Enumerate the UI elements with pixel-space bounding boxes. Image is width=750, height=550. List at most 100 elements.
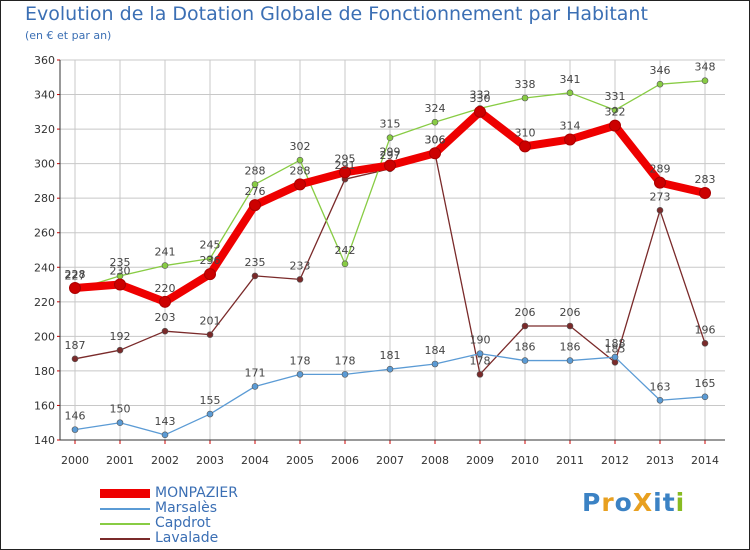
data-label: 190 (470, 334, 491, 347)
x-tick-label: 2009 (466, 454, 494, 467)
data-label: 227 (65, 270, 86, 283)
data-point (339, 166, 351, 179)
data-label: 163 (650, 380, 671, 393)
data-point (429, 147, 441, 160)
y-tick-label: 340 (34, 89, 55, 102)
data-point (159, 295, 171, 308)
data-point (249, 199, 261, 212)
legend-swatch-monpazier (100, 489, 150, 498)
x-tick-label: 2006 (331, 454, 359, 467)
data-label: 332 (470, 88, 491, 101)
data-point (386, 134, 394, 142)
data-label: 276 (245, 185, 266, 198)
data-label: 283 (695, 173, 716, 186)
data-point (476, 350, 484, 357)
y-tick-label: 160 (34, 399, 55, 412)
data-label: 236 (200, 254, 221, 267)
data-label: 245 (200, 239, 221, 252)
data-label: 306 (425, 133, 446, 146)
x-tick-label: 2014 (691, 454, 719, 467)
data-point (521, 322, 529, 330)
legend-label-lavalade: Lavalade (155, 530, 219, 546)
data-point (71, 355, 79, 363)
data-point (114, 278, 126, 291)
data-label: 206 (515, 306, 536, 319)
y-tick-label: 220 (34, 296, 55, 309)
y-tick-label: 180 (34, 365, 55, 378)
logo-letter: o (614, 488, 633, 517)
logo-letter: r (601, 488, 615, 517)
data-label: 295 (335, 152, 356, 165)
data-labels: 187 192 203 201 235 233 291 297 306 178 206 206 185 2… (65, 61, 716, 428)
x-tick-label: 2010 (511, 454, 539, 467)
y-tick-label: 300 (34, 158, 55, 171)
data-point (519, 140, 531, 153)
y-tick-label: 360 (34, 54, 55, 67)
data-point (654, 176, 666, 189)
data-point (699, 187, 711, 199)
data-label: 228 (65, 268, 86, 281)
data-label: 196 (695, 323, 716, 336)
y-tick-label: 140 (34, 434, 55, 447)
data-point (341, 371, 349, 378)
data-label: 233 (290, 259, 311, 272)
data-label: 315 (380, 118, 401, 131)
data-label: 330 (470, 92, 491, 105)
data-point (296, 156, 304, 164)
data-label: 242 (335, 244, 356, 257)
data-point (206, 255, 214, 262)
proxiti-logo: ProXiti (582, 488, 685, 517)
logo-letter: P (582, 488, 602, 517)
series-lines (69, 77, 711, 439)
data-label: 186 (560, 341, 581, 354)
data-label: 230 (110, 265, 131, 278)
data-point (521, 94, 529, 102)
x-tick-label: 2011 (556, 454, 584, 467)
data-point (521, 357, 529, 364)
data-point (296, 371, 304, 378)
x-tick-label: 2013 (646, 454, 674, 467)
data-point (566, 89, 574, 97)
data-label: 324 (425, 102, 446, 115)
data-point (341, 260, 349, 268)
data-point (611, 106, 619, 114)
y-tick-label: 320 (34, 123, 55, 136)
y-tick-label: 240 (34, 261, 55, 274)
legend-swatch-lavalade (100, 538, 150, 540)
chart-subtitle: (en € et par an) (25, 29, 112, 42)
x-tick-label: 2007 (376, 454, 404, 467)
x-tick-label: 2000 (61, 454, 89, 467)
data-label: 165 (695, 377, 716, 390)
data-label: 188 (605, 337, 626, 350)
x-tick-label: 2012 (601, 454, 629, 467)
x-tick-label: 2004 (241, 454, 269, 467)
data-label: 150 (110, 403, 131, 416)
axes: 140 160 180 200 220 240 260 280 300 320 340 360 2000… (34, 54, 725, 467)
data-label: 288 (290, 164, 311, 177)
data-point (611, 353, 619, 361)
data-point (161, 327, 169, 335)
data-point (116, 419, 124, 427)
data-label: 192 (110, 330, 131, 343)
data-point (251, 272, 259, 280)
data-label: 184 (425, 344, 446, 357)
data-point (609, 119, 621, 132)
x-tick-label: 2008 (421, 454, 449, 467)
data-point (69, 282, 81, 294)
y-tick-label: 280 (34, 192, 55, 205)
data-label: 185 (605, 342, 626, 355)
data-point (294, 178, 306, 191)
logo-letter: i (675, 488, 686, 517)
y-tick-label: 260 (34, 227, 55, 240)
data-label: 322 (605, 106, 626, 119)
data-point (431, 118, 439, 126)
x-tick-label: 2002 (151, 454, 179, 467)
data-label: 341 (560, 73, 581, 86)
data-label: 299 (380, 145, 401, 158)
x-tick-label: 2001 (106, 454, 134, 467)
legend-swatch-capdrot (100, 523, 150, 525)
data-label: 289 (650, 163, 671, 176)
data-point (476, 371, 484, 378)
data-label: 235 (110, 256, 131, 269)
